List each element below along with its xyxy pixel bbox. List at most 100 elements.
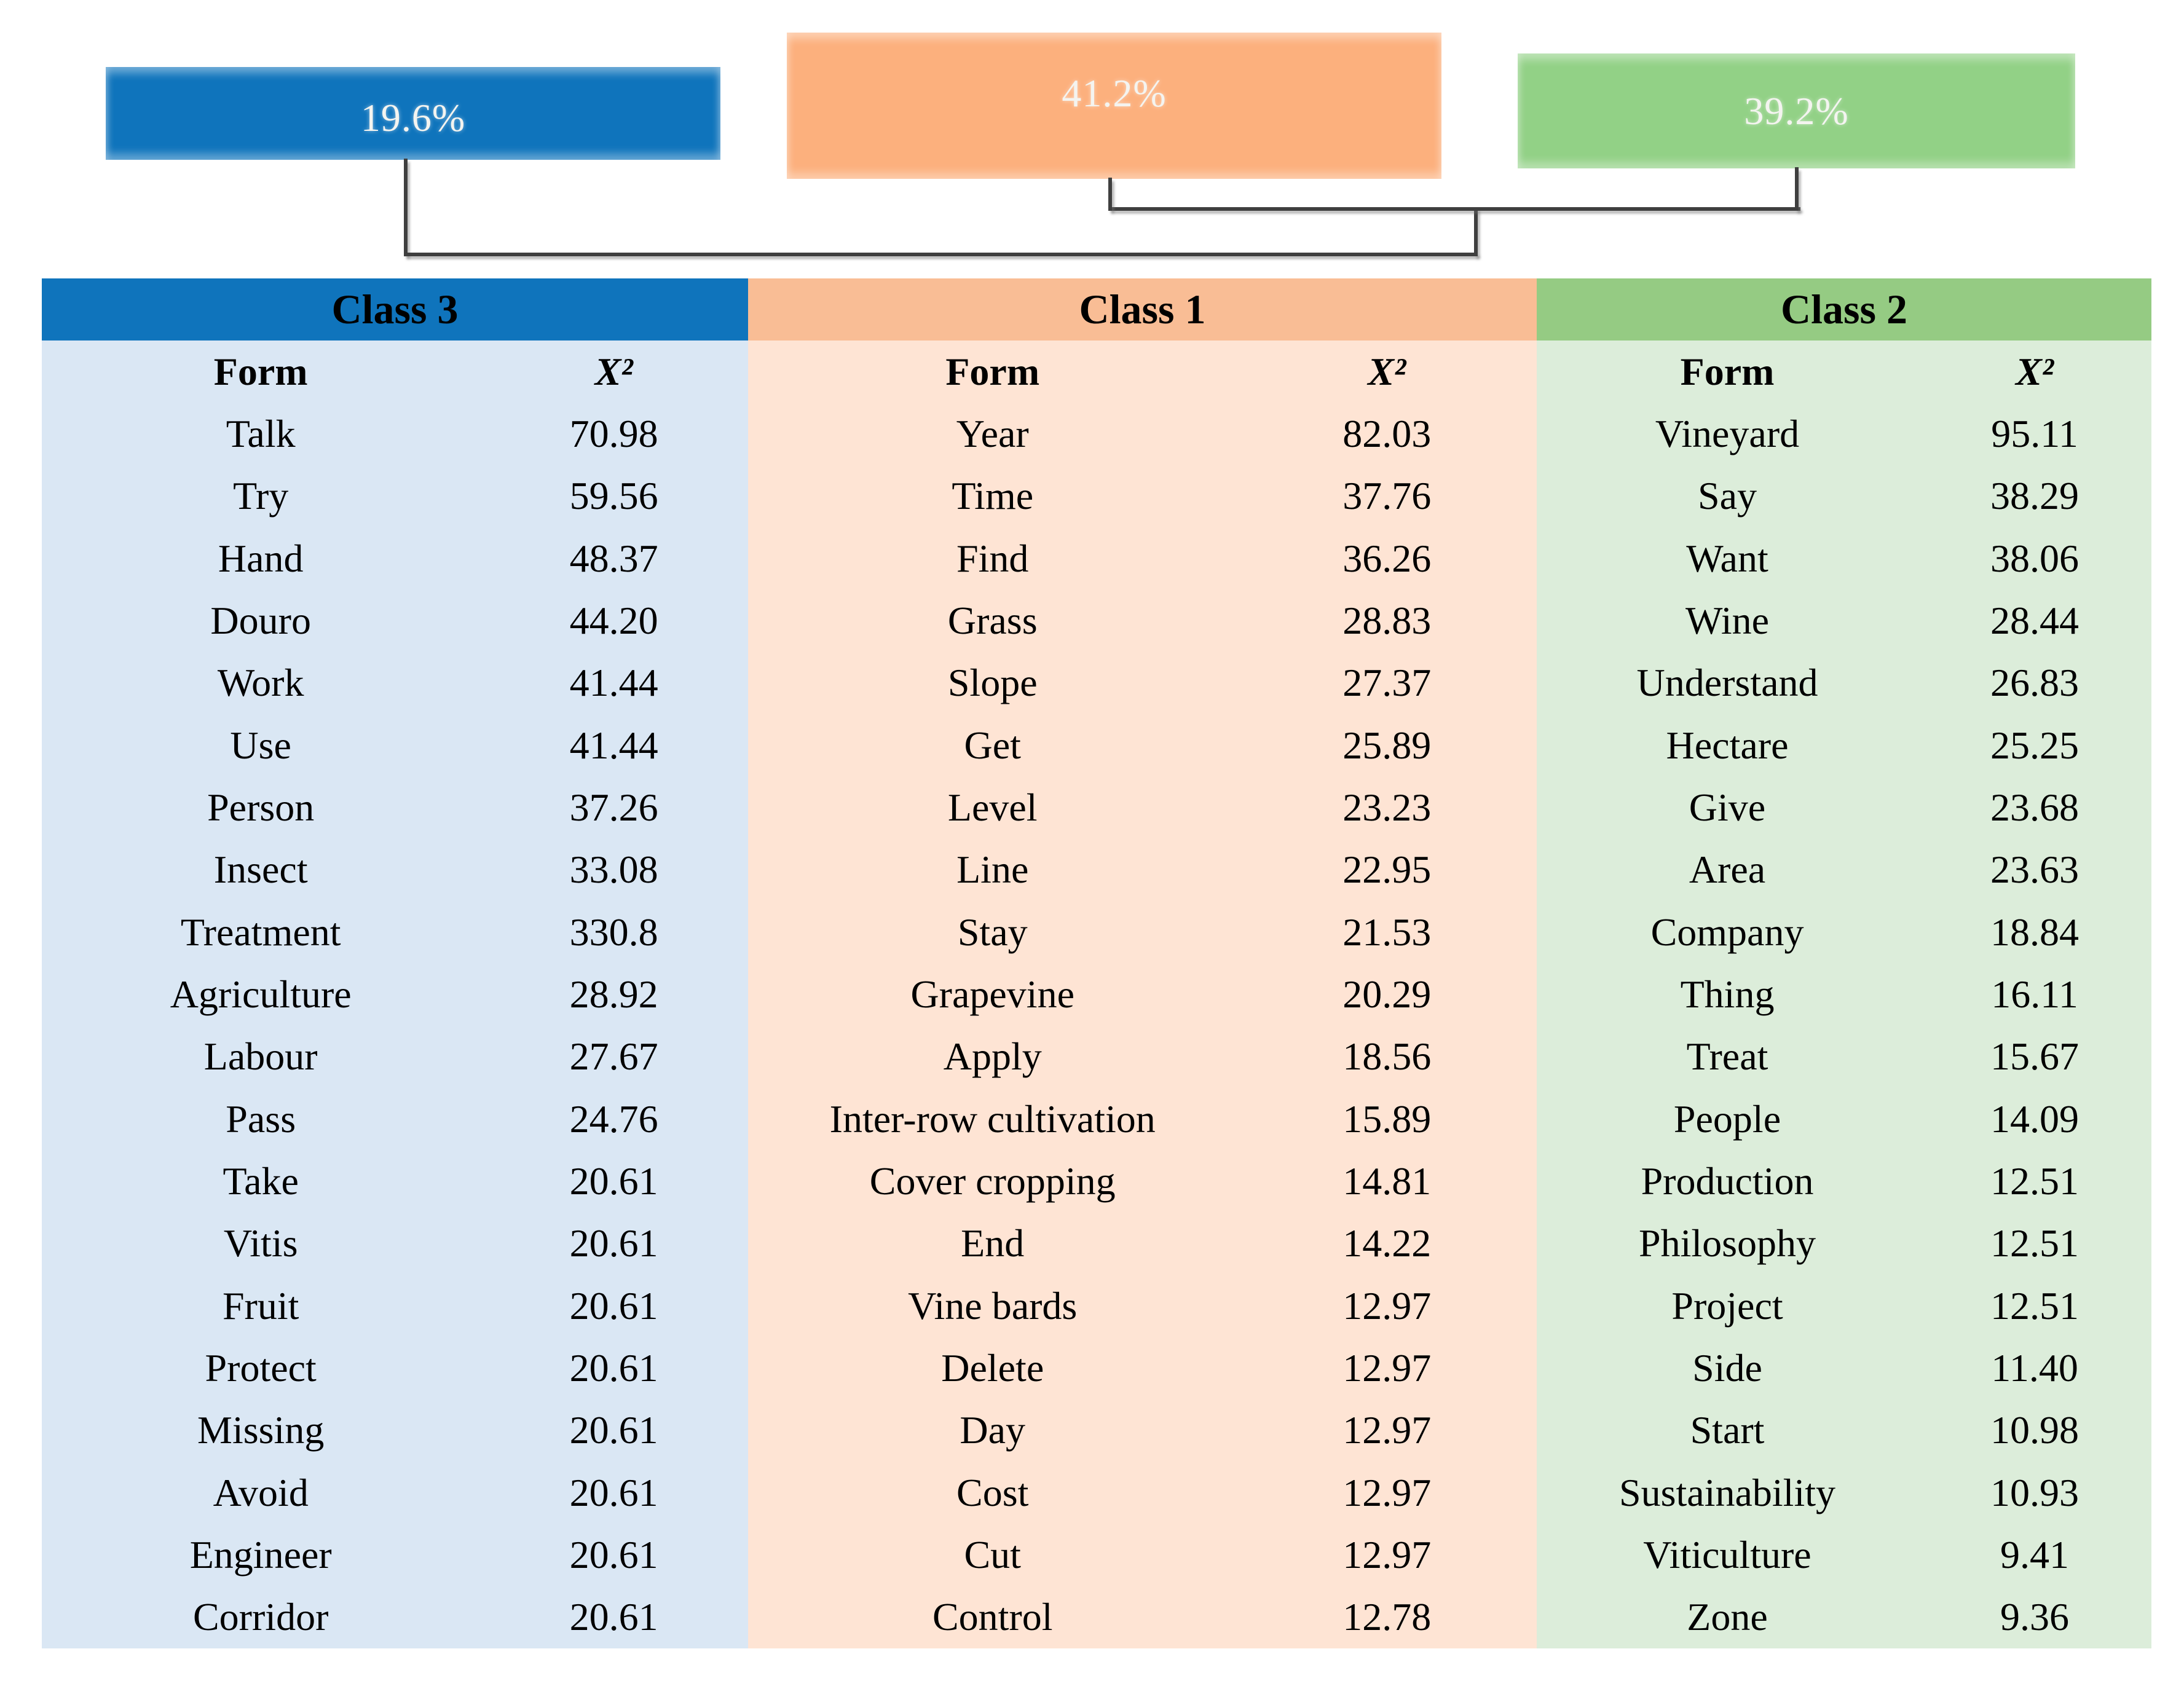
- class1-percentage-label: 41.2%: [1062, 71, 1167, 115]
- table-row: Person 37.26: [42, 776, 748, 838]
- class1-column-header: Class 1: [748, 278, 1537, 341]
- form-cell: Vine bards: [908, 1283, 1078, 1328]
- form-cell: Project: [1671, 1283, 1783, 1328]
- form-cell: Sustainability: [1619, 1470, 1835, 1514]
- x2-cell: 12.78: [1342, 1595, 1432, 1639]
- connector-class1-class2-horizontal-line: [1108, 207, 1800, 211]
- x2-cell: 28.92: [569, 972, 658, 1016]
- form-cell: Inter-row cultivation: [829, 1096, 1156, 1141]
- form-cell: Area: [1689, 848, 1766, 892]
- table-row: Apply 18.56: [748, 1026, 1537, 1088]
- form-cell: Apply: [943, 1034, 1042, 1079]
- table-row: Slope 27.37: [748, 652, 1537, 714]
- class1-subheader-row: Form X²: [748, 341, 1537, 403]
- form-cell: Cover cropping: [869, 1159, 1116, 1203]
- table-row: Protect 20.61: [42, 1337, 748, 1399]
- x2-cell: 10.93: [1990, 1470, 2079, 1514]
- table-row: Treatment 330.8: [42, 901, 748, 963]
- table-row: Stay 21.53: [748, 901, 1537, 963]
- connector-class2-vertical-line: [1795, 167, 1799, 211]
- table-row: End 14.22: [748, 1213, 1537, 1275]
- x2-cell: 12.97: [1342, 1470, 1432, 1514]
- table-row: Control 12.78: [748, 1586, 1537, 1648]
- class3-column: Class 3 Form X² Talk 70.98 Try 59.56 Hand 48.…: [42, 278, 748, 1648]
- class3-percentage-label: 19.6%: [360, 95, 466, 140]
- x2-cell: 23.63: [1990, 848, 2079, 892]
- x2-cell: 27.37: [1342, 661, 1432, 705]
- x2-cell: 33.08: [569, 848, 658, 892]
- x2-cell: 20.61: [569, 1345, 658, 1390]
- x2-column-header: X²: [594, 349, 633, 393]
- form-cell: Grass: [947, 598, 1038, 642]
- form-cell: Viticulture: [1643, 1532, 1811, 1577]
- form-cell: Work: [217, 661, 304, 705]
- connector-bottom-horizontal-line: [404, 253, 1478, 256]
- x2-cell: 15.89: [1342, 1096, 1432, 1141]
- table-row: Inter-row cultivation 15.89: [748, 1088, 1537, 1150]
- x2-cell: 23.23: [1342, 785, 1432, 829]
- table-row: Start 10.98: [1537, 1400, 2151, 1462]
- form-column-header: Form: [945, 349, 1040, 393]
- table-row: Engineer 20.61: [42, 1524, 748, 1586]
- form-cell: Corridor: [192, 1595, 329, 1639]
- table-row: Area 23.63: [1537, 839, 2151, 901]
- class1-title: Class 1: [1079, 286, 1206, 333]
- table-row: Talk 70.98: [42, 403, 748, 465]
- table-row: Hectare 25.25: [1537, 714, 2151, 776]
- class2-column-header: Class 2: [1537, 278, 2151, 341]
- x2-cell: 59.56: [569, 474, 658, 518]
- form-cell: Stay: [957, 910, 1028, 954]
- class1-rows: Year 82.03 Time 37.76 Find 36.26 Grass 28.83 Slo…: [748, 403, 1537, 1648]
- table-row: Get 25.89: [748, 714, 1537, 776]
- x2-cell: 12.97: [1342, 1532, 1432, 1577]
- class2-column-body: Form X² Vineyard 95.11 Say 38.29 Want 38.06 Wi…: [1537, 341, 2151, 1648]
- class1-column: Class 1 Form X² Year 82.03 Time 37.76 Find 36…: [748, 278, 1537, 1648]
- table-row: Insect 33.08: [42, 839, 748, 901]
- form-cell: End: [961, 1221, 1025, 1266]
- x2-cell: 9.41: [2000, 1532, 2069, 1577]
- table-row: Give 23.68: [1537, 776, 2151, 838]
- x2-cell: 41.44: [569, 723, 658, 767]
- form-cell: Give: [1689, 785, 1766, 829]
- table-row: Pass 24.76: [42, 1088, 748, 1150]
- form-cell: Labour: [203, 1034, 318, 1079]
- x2-cell: 21.53: [1342, 910, 1432, 954]
- x2-cell: 36.26: [1342, 536, 1432, 580]
- form-cell: Time: [952, 474, 1034, 518]
- form-cell: Fruit: [222, 1283, 299, 1328]
- x2-cell: 23.68: [1990, 785, 2079, 829]
- form-column-header: Form: [213, 349, 308, 393]
- table-row: Say 38.29: [1537, 465, 2151, 527]
- class2-subheader-row: Form X²: [1537, 341, 2151, 403]
- class3-title: Class 3: [331, 286, 459, 333]
- table-row: Vitis 20.61: [42, 1213, 748, 1275]
- x2-column-header: X²: [2016, 349, 2054, 393]
- table-row: Day 12.97: [748, 1400, 1537, 1462]
- table-row: Douro 44.20: [42, 589, 748, 652]
- x2-cell: 9.36: [2000, 1595, 2069, 1639]
- x2-cell: 20.61: [569, 1283, 658, 1328]
- class3-percentage-bar: 19.6%: [106, 67, 720, 160]
- table-row: Hand 48.37: [42, 527, 748, 589]
- connector-class3-vertical-line: [404, 159, 408, 256]
- form-cell: Vitis: [223, 1221, 298, 1266]
- table-row: Labour 27.67: [42, 1026, 748, 1088]
- x2-cell: 12.97: [1342, 1345, 1432, 1390]
- x2-cell: 22.95: [1342, 848, 1432, 892]
- form-cell: Insect: [213, 848, 308, 892]
- table-row: Use 41.44: [42, 714, 748, 776]
- connector-junction-vertical-line: [1474, 207, 1478, 256]
- x2-cell: 16.11: [1991, 972, 2078, 1016]
- x2-cell: 330.8: [569, 910, 658, 954]
- table-row: Cut 12.97: [748, 1524, 1537, 1586]
- x2-cell: 28.83: [1342, 598, 1432, 642]
- x2-cell: 82.03: [1342, 411, 1432, 455]
- table-row: Find 36.26: [748, 527, 1537, 589]
- x2-cell: 20.61: [569, 1532, 658, 1577]
- x2-cell: 48.37: [569, 536, 658, 580]
- form-cell: Find: [956, 536, 1029, 580]
- form-cell: Protect: [205, 1345, 317, 1390]
- x2-cell: 44.20: [569, 598, 658, 642]
- table-row: Vine bards 12.97: [748, 1275, 1537, 1337]
- form-cell: Start: [1690, 1408, 1765, 1452]
